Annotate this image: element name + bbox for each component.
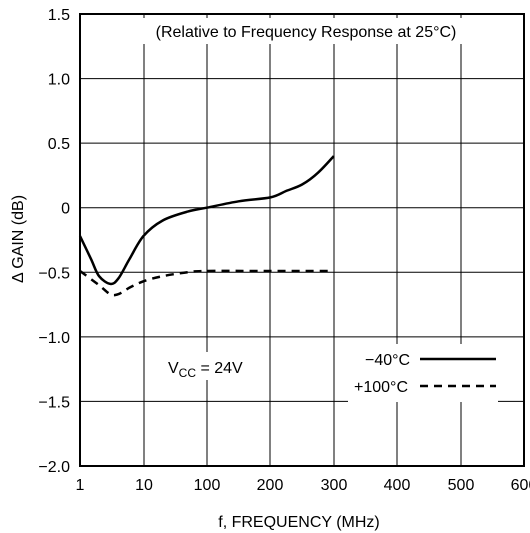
- x-axis-label: f, FREQUENCY (MHz): [218, 514, 379, 531]
- y-tick-label: 0: [61, 201, 70, 218]
- y-tick-label: −2.0: [38, 459, 70, 476]
- x-tick-label: 10: [135, 477, 153, 494]
- x-tick-label: 500: [448, 477, 475, 494]
- x-tick-label: 600: [511, 477, 530, 494]
- x-tick-label: 400: [384, 477, 411, 494]
- legend-backdrop: [348, 344, 498, 402]
- y-axis-label: Δ GAIN (dB): [10, 195, 27, 283]
- series-line-plus100: [79, 269, 334, 297]
- plot-area: [79, 13, 525, 467]
- y-tick-label: −0.5: [38, 265, 70, 282]
- y-axis-ticks: 1.5 1.0 0.5 0 −0.5 −1.0 −1.5 −2.0: [38, 7, 70, 476]
- vcc-v: V: [168, 360, 179, 377]
- condition-backdrop: [162, 352, 262, 380]
- annotation-backdrop: [140, 18, 472, 44]
- annotation: (Relative to Frequency Response at 25°C): [156, 24, 457, 41]
- vcc-value: = 24V: [196, 360, 243, 377]
- legend: −40°C +100°C: [348, 344, 498, 402]
- legend-label-minus40: −40°C: [365, 352, 410, 369]
- x-tick-label: 300: [321, 477, 348, 494]
- series-line-minus40: [78, 155, 335, 286]
- x-tick-label: 1: [76, 477, 85, 494]
- vcc-subscript: CC: [179, 366, 197, 380]
- y-tick-label: 1.5: [48, 7, 70, 24]
- vcc-condition: VCC = 24V: [168, 360, 243, 380]
- legend-label-plus100: +100°C: [354, 379, 408, 396]
- y-tick-label: 1.0: [48, 72, 70, 89]
- x-tick-label: 100: [194, 477, 221, 494]
- y-tick-label: −1.5: [38, 394, 70, 411]
- x-axis-ticks: 1 10 100 200 300 400 500 600: [76, 477, 530, 494]
- x-tick-label: 200: [257, 477, 284, 494]
- series-group: [78, 155, 335, 297]
- grid: [79, 13, 525, 467]
- y-tick-label: 0.5: [48, 136, 70, 153]
- y-tick-label: −1.0: [38, 330, 70, 347]
